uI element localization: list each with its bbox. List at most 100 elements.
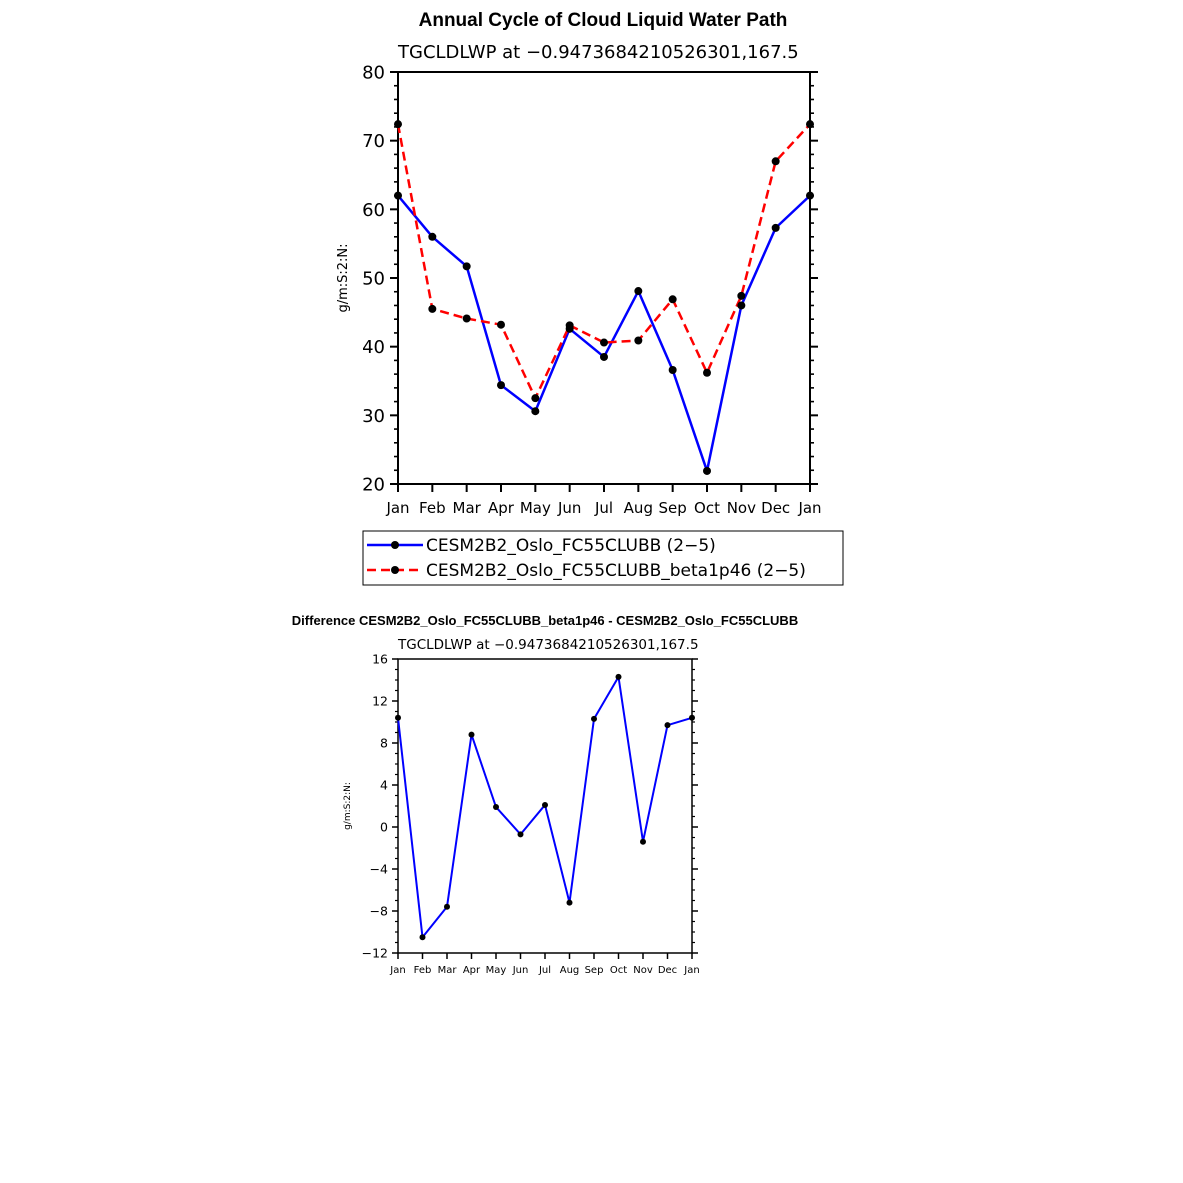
x-tick-label: May [486, 965, 507, 976]
data-point [600, 338, 608, 347]
x-tick-label: Sep [659, 499, 687, 517]
y-axis-label: g/m:S:2:N: [343, 782, 353, 830]
chart-difference: Difference CESM2B2_Oslo_FC55CLUBB_beta1p… [292, 613, 798, 976]
data-point [542, 801, 548, 808]
data-point [668, 295, 677, 304]
legend: CESM2B2_Oslo_FC55CLUBB (2−5) CESM2B2_Osl… [362, 530, 844, 586]
x-tick-label: Nov [633, 965, 653, 976]
data-point [462, 314, 471, 323]
chart-title: Annual Cycle of Cloud Liquid Water Path [419, 10, 788, 31]
data-point [634, 336, 643, 345]
data-point [703, 466, 711, 475]
series-group [394, 120, 814, 475]
y-tick-label: 30 [362, 406, 385, 427]
data-point [531, 394, 540, 403]
legend-label-series-2: CESM2B2_Oslo_FC55CLUBB_beta1p46 (2−5) [426, 561, 806, 581]
data-point [806, 191, 814, 200]
data-point [565, 321, 574, 330]
data-point [737, 301, 746, 310]
tick-group [390, 71, 818, 492]
data-point [703, 368, 711, 377]
x-tick-label: Jul [594, 499, 613, 517]
x-tick-label: Feb [414, 965, 432, 976]
chart-annual-cycle: Annual Cycle of Cloud Liquid Water Path … [336, 10, 844, 586]
x-tick-label: Nov [727, 499, 756, 517]
data-point [497, 381, 505, 390]
y-tick-label: 16 [372, 652, 388, 667]
x-tick-label: Oct [610, 965, 627, 976]
x-tick-label: Apr [463, 965, 481, 976]
data-point [517, 831, 524, 838]
data-point [493, 804, 499, 811]
series-group [395, 673, 695, 941]
data-point [771, 223, 780, 232]
x-tick-label: Oct [694, 499, 720, 517]
y-tick-label: −8 [370, 904, 388, 919]
data-point [462, 262, 471, 271]
data-point [806, 120, 814, 129]
y-tick-label: 20 [362, 474, 385, 495]
data-point [394, 120, 402, 129]
x-tick-label: Jun [557, 499, 581, 517]
x-tick-label: Mar [453, 499, 482, 517]
data-point [444, 903, 450, 910]
y-tick-label: 60 [362, 200, 385, 221]
data-point [591, 715, 597, 722]
chart-subtitle: TGCLDLWP at −0.9473684210526301,167.5 [397, 42, 799, 63]
x-tick-label: Dec [658, 965, 677, 976]
data-point [771, 157, 780, 166]
legend-marker-series-2 [391, 566, 399, 574]
y-tick-label: 4 [380, 778, 388, 793]
x-tick-label: Feb [419, 499, 446, 517]
data-point [395, 714, 401, 721]
data-point [419, 934, 426, 941]
data-point [664, 722, 671, 729]
y-tick-label: 40 [362, 337, 385, 358]
data-point [531, 407, 540, 416]
legend-marker-series-1 [391, 541, 399, 549]
data-point [566, 899, 573, 906]
legend-box [362, 530, 844, 586]
y-tick-label: 80 [362, 62, 385, 83]
legend-label-series-1: CESM2B2_Oslo_FC55CLUBB (2−5) [426, 536, 716, 556]
x-tick-label: Jun [512, 965, 529, 976]
data-point [600, 352, 608, 361]
x-tick-labels: Jan Feb Mar Apr May Jun Jul Aug Sep Oct Nov Dec Jan [385, 499, 821, 517]
x-tick-label: Jan [797, 499, 821, 517]
y-tick-labels: 20 30 40 50 60 70 80 [362, 62, 385, 495]
data-point [428, 304, 437, 313]
data-point [640, 838, 646, 845]
data-point [737, 291, 746, 300]
x-tick-label: Jan [683, 965, 699, 976]
data-point [428, 232, 437, 241]
chart-subtitle: TGCLDLWP at −0.9473684210526301,167.5 [397, 637, 699, 653]
y-tick-label: −4 [370, 862, 388, 877]
x-tick-label: Jan [385, 499, 409, 517]
data-point [468, 731, 475, 738]
x-tick-label: Aug [624, 499, 653, 517]
y-tick-label: −12 [362, 946, 388, 961]
x-tick-label: Mar [438, 965, 458, 976]
chart-title: Difference CESM2B2_Oslo_FC55CLUBB_beta1p… [292, 613, 798, 628]
x-tick-label: May [520, 499, 551, 517]
tick-group [392, 658, 698, 959]
data-point [394, 191, 402, 200]
y-axis-label: g/m:S:2:N: [336, 243, 351, 312]
x-tick-label: Jan [389, 965, 405, 976]
data-point [615, 673, 622, 680]
data-point [689, 714, 695, 721]
x-tick-label: Apr [488, 499, 515, 517]
y-tick-label: 50 [362, 268, 385, 289]
x-tick-label: Aug [560, 965, 580, 976]
data-point [497, 320, 505, 329]
y-tick-label: 12 [372, 694, 388, 709]
y-tick-label: 0 [380, 820, 388, 835]
y-tick-labels: −12 −8 −4 0 4 8 12 16 [362, 652, 388, 961]
y-tick-label: 8 [380, 736, 388, 751]
data-point [668, 366, 677, 375]
x-tick-labels: Jan Feb Mar Apr May Jun Jul Aug Sep Oct Nov Dec Jan [389, 965, 699, 976]
y-tick-label: 70 [362, 131, 385, 152]
x-tick-label: Sep [585, 965, 604, 976]
x-tick-label: Jul [538, 965, 551, 976]
